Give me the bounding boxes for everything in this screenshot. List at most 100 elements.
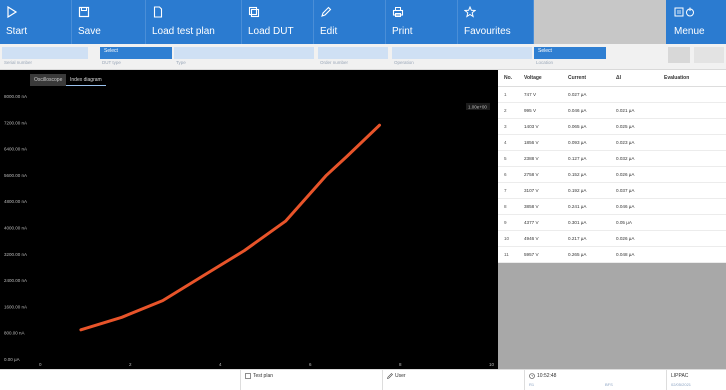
- data-point: [284, 220, 287, 223]
- table-cell: 0.265 μA: [562, 246, 610, 263]
- table-cell: 0.021 μA: [610, 102, 658, 119]
- table-row[interactable]: 1 747 V 0.027 μA: [498, 86, 726, 103]
- results-table: No. Voltage Current ΔI Evaluation 1 747 V…: [498, 70, 726, 263]
- table-cell: 10: [498, 230, 518, 247]
- table-cell: [658, 86, 726, 103]
- table-row[interactable]: 6 2758 V 0.152 μA 0.026 μA: [498, 166, 726, 183]
- data-point: [243, 249, 246, 252]
- table-cell: 0.027 μA: [562, 86, 610, 103]
- table-cell: 4946 V: [518, 230, 562, 247]
- dut-type-value: Select: [104, 48, 118, 54]
- serial-number-caption: Serial number: [4, 60, 33, 65]
- dut-type-caption: DUT type: [102, 60, 121, 65]
- table-row[interactable]: 10 4946 V 0.217 μA 0.026 μA: [498, 230, 726, 247]
- status-clock: 10:52:48 R1 BFS: [524, 370, 666, 390]
- field-placeholder[interactable]: [668, 47, 690, 63]
- table-row[interactable]: 11 5957 V 0.265 μA 0.048 μA: [498, 246, 726, 263]
- series-line: [79, 123, 381, 332]
- play-icon: [7, 6, 18, 18]
- data-point: [80, 328, 82, 331]
- load-test-plan-button[interactable]: Load test plan: [146, 0, 242, 44]
- status-test-plan[interactable]: Test plan: [240, 370, 382, 390]
- table-header-row: No. Voltage Current ΔI Evaluation: [498, 70, 726, 87]
- chart-badge: 1.00e+00: [468, 105, 487, 110]
- table-cell: 0.046 μA: [562, 102, 610, 119]
- clock-time: 10:52:48: [537, 373, 557, 379]
- table-cell: 0.152 μA: [562, 166, 610, 183]
- results-table-bg: No. Voltage Current ΔI Evaluation 1 747 V…: [498, 70, 726, 263]
- table-cell: 7: [498, 182, 518, 199]
- chart-panel: 0.00 μA 800.00 nA 1600.00 nA 2400.00 nA 3200…: [0, 70, 498, 369]
- y-tick-label: 3200.00 nA: [4, 252, 27, 257]
- status-sub-a: R1: [529, 382, 535, 387]
- table-cell: [658, 150, 726, 167]
- table-cell: 5957 V: [518, 246, 562, 263]
- table-cell: 0.025 μA: [610, 118, 658, 135]
- table-cell: [658, 214, 726, 231]
- table-cell: [610, 86, 658, 103]
- location-select[interactable]: Select Location: [534, 47, 606, 67]
- dut-type-select[interactable]: Select DUT type: [100, 47, 172, 67]
- serial-number-field[interactable]: Serial number: [2, 47, 88, 67]
- table-cell: 8: [498, 198, 518, 215]
- location-value: Select: [538, 48, 552, 54]
- save-button[interactable]: Save: [72, 0, 146, 44]
- edit-button[interactable]: Edit: [314, 0, 386, 44]
- table-cell: 4: [498, 134, 518, 151]
- tab-oscilloscope[interactable]: Oscilloscope: [30, 74, 67, 86]
- favourites-button[interactable]: Favourites: [458, 0, 534, 44]
- type-field[interactable]: Type: [174, 47, 314, 67]
- save-icon: [78, 6, 90, 18]
- table-row[interactable]: 2 995 V 0.046 μA 0.021 μA: [498, 102, 726, 119]
- pencil-icon: [321, 6, 332, 17]
- table-cell: 0.241 μA: [562, 198, 610, 215]
- load-test-plan-label: Load test plan: [152, 26, 215, 37]
- table-cell: 995 V: [518, 102, 562, 119]
- y-tick-label: 0.00 μA: [4, 357, 20, 362]
- table-cell: 0.026 μA: [610, 166, 658, 183]
- data-point: [202, 274, 205, 277]
- table-row[interactable]: 3 1403 V 0.065 μA 0.025 μA: [498, 118, 726, 135]
- table-row[interactable]: 4 1856 V 0.093 μA 0.023 μA: [498, 134, 726, 151]
- clock-icon: [529, 373, 535, 379]
- device-name: LIPPAC: [671, 373, 689, 379]
- table-cell: 0.046 μA: [610, 198, 658, 215]
- start-label: Start: [6, 26, 28, 37]
- printer-icon: [392, 7, 404, 17]
- start-button[interactable]: Start: [0, 0, 72, 44]
- y-tick-label: 4000.00 nA: [4, 226, 27, 231]
- table-cell: 0.05 μA: [610, 214, 658, 231]
- table-cell: 2758 V: [518, 166, 562, 183]
- status-user[interactable]: User: [382, 370, 524, 390]
- device-date: 02/05/2021: [671, 382, 692, 387]
- location-caption: Location: [536, 60, 554, 65]
- table-cell: [658, 166, 726, 183]
- table-cell: 1856 V: [518, 134, 562, 151]
- load-dut-button[interactable]: Load DUT: [242, 0, 314, 44]
- toolbar-spacer: [534, 0, 666, 44]
- field-placeholder-2[interactable]: [694, 47, 724, 63]
- tab-index-diagram[interactable]: Index diagram: [66, 74, 106, 86]
- star-icon: [464, 6, 476, 18]
- table-row[interactable]: 5 2388 V 0.127 μA 0.032 μA: [498, 150, 726, 167]
- table-row[interactable]: 8 3858 V 0.241 μA 0.046 μA: [498, 198, 726, 215]
- table-cell: 0.023 μA: [610, 134, 658, 151]
- x-tick-label: 8: [399, 362, 402, 367]
- table-cell: 0.032 μA: [610, 150, 658, 167]
- table-row[interactable]: 7 3107 V 0.192 μA 0.037 μA: [498, 182, 726, 199]
- table-cell: 3107 V: [518, 182, 562, 199]
- col-header-no: No.: [498, 70, 518, 87]
- x-tick-label: 2: [129, 362, 132, 367]
- menu-button[interactable]: Menue: [666, 0, 726, 44]
- load-dut-label: Load DUT: [248, 26, 294, 37]
- col-header-voltage: Voltage: [518, 70, 562, 87]
- table-cell: 4377 V: [518, 214, 562, 231]
- print-button[interactable]: Print: [386, 0, 458, 44]
- y-tick-label: 800.00 nA: [4, 331, 25, 336]
- table-cell: 0.065 μA: [562, 118, 610, 135]
- pencil-icon: [387, 373, 393, 379]
- order-number-field[interactable]: Order number: [318, 47, 388, 67]
- operation-field[interactable]: Operation: [392, 47, 532, 67]
- data-point: [121, 316, 123, 319]
- table-row[interactable]: 9 4377 V 0.301 μA 0.05 μA: [498, 214, 726, 231]
